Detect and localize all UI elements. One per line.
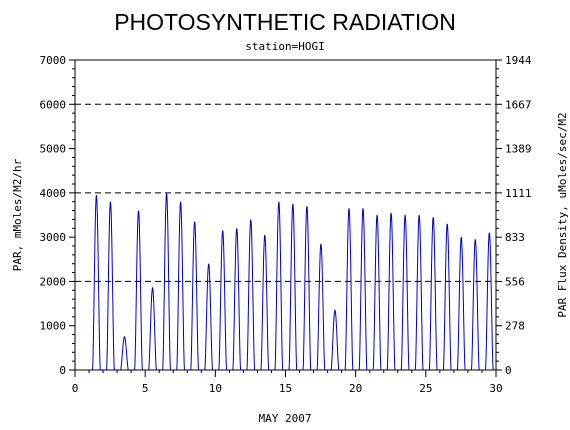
x-tick-label: 0 [72, 382, 79, 395]
y-tick-label-right: 1389 [505, 143, 532, 156]
y-tick-label-left: 1000 [40, 320, 67, 333]
y-tick-label-left: 2000 [40, 275, 67, 288]
y-tick-label-right: 0 [505, 364, 512, 377]
y-tick-label-right: 278 [505, 320, 525, 333]
x-tick-label: 20 [349, 382, 362, 395]
y-tick-label-right: 833 [505, 231, 525, 244]
axis-ticks: 0 5 10 15 20 25 300100020003000400050006000700… [40, 54, 532, 395]
y-tick-label-left: 3000 [40, 231, 67, 244]
y-tick-label-left: 6000 [40, 98, 67, 111]
chart-subtitle: station=HOGI [245, 40, 324, 53]
x-tick-label: 25 [419, 382, 432, 395]
gridlines [75, 103, 496, 282]
x-tick-label: 30 [489, 382, 502, 395]
y-tick-label-right: 1111 [505, 187, 532, 200]
x-tick-label: 10 [209, 382, 222, 395]
x-axis-label: MAY 2007 [259, 412, 312, 425]
y-tick-label-left: 4000 [40, 187, 67, 200]
y-tick-label-left: 7000 [40, 54, 67, 67]
y-axis-label-left: PAR, mMoles/M2/hr [11, 158, 24, 271]
par-line [89, 192, 496, 371]
y-tick-label-right: 556 [505, 275, 525, 288]
y-tick-label-left: 5000 [40, 143, 67, 156]
x-tick-label: 15 [279, 382, 292, 395]
y-tick-label-right: 1667 [505, 98, 532, 111]
y-tick-label-left: 0 [59, 364, 66, 377]
chart-title: PHOTOSYNTHETIC RADIATION [114, 9, 456, 35]
y-tick-label-right: 1944 [505, 54, 532, 67]
y-axis-label-right: PAR Flux Density, uMoles/sec/M2 [556, 112, 569, 317]
x-tick-label: 5 [142, 382, 149, 395]
par-series [89, 192, 496, 371]
